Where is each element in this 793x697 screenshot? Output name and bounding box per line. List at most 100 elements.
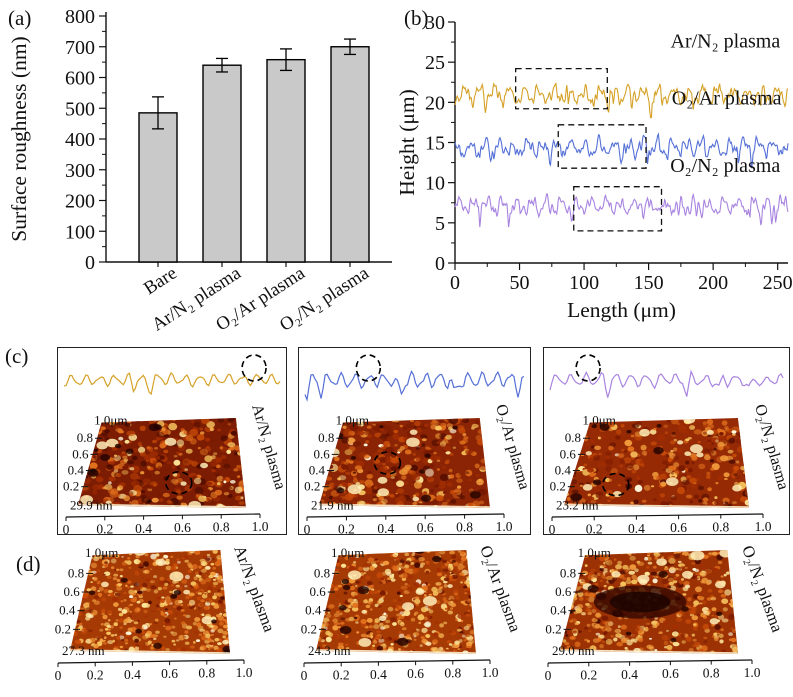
svg-text:0: 0	[55, 668, 62, 683]
afm-3d-surface	[564, 418, 749, 508]
afm-panel-d-2: 1.0μm 0.8 0.6 0.4 0.2 24.3 nm 0 0.2 0.4 0.6 0.8 1.0…	[286, 536, 526, 696]
b-tick-labels: 0 5 10 15 20 25 30 0 50 100 150 200 250	[425, 12, 793, 294]
svg-text:1.0μm: 1.0μm	[578, 545, 611, 560]
b-axes	[448, 21, 788, 270]
svg-text:200: 200	[65, 191, 95, 213]
a-y-tick-labels: 0 100 200 300 400 500 600 700 800	[65, 6, 95, 274]
afm-x-axis	[65, 513, 261, 518]
svg-text:0: 0	[301, 668, 308, 683]
b-series-label: Ar/N₂ plasma	[671, 31, 781, 53]
svg-text:0.4: 0.4	[124, 667, 141, 682]
svg-text:0.2: 0.2	[545, 621, 561, 636]
svg-text:0: 0	[545, 668, 552, 683]
b-x-axis-title: Length (μm)	[567, 298, 676, 322]
svg-text:0.6: 0.6	[662, 666, 679, 681]
afm-plasma-label: Ar/N₂ plasma	[230, 543, 279, 635]
profile-dashed-circle	[575, 354, 601, 382]
svg-text:0.4: 0.4	[628, 521, 645, 534]
svg-text:0.6: 0.6	[670, 520, 687, 534]
afm-plasma-label: O₂/Ar plasma	[492, 402, 530, 491]
svg-text:0: 0	[63, 522, 70, 534]
svg-text:0.2: 0.2	[301, 621, 317, 636]
svg-text:200: 200	[698, 272, 728, 294]
svg-text:0.4: 0.4	[555, 463, 572, 478]
svg-text:0.2: 0.2	[96, 521, 113, 534]
svg-text:0.4: 0.4	[370, 667, 387, 682]
svg-text:0.8: 0.8	[712, 520, 729, 534]
svg-text:0.6: 0.6	[313, 446, 330, 461]
bar-0	[138, 112, 178, 263]
afm-zscale-label: 29.9 nm	[70, 497, 113, 512]
svg-text:20: 20	[425, 92, 445, 114]
svg-text:0.8: 0.8	[560, 565, 576, 580]
svg-text:1.0μm: 1.0μm	[94, 413, 127, 428]
b-dashed-box	[515, 67, 608, 110]
svg-text:10: 10	[425, 173, 445, 195]
svg-text:1.0: 1.0	[236, 665, 253, 680]
svg-text:0.8: 0.8	[77, 430, 93, 445]
svg-text:300: 300	[65, 160, 95, 182]
afm-panel-d-3: 1.0μm 0.8 0.6 0.4 0.2 29.0 nm 0 0.2 0.4 0.6 0.8 1.0…	[530, 536, 788, 696]
svg-text:1.0μm: 1.0μm	[583, 413, 616, 428]
svg-text:0.4: 0.4	[309, 463, 326, 478]
svg-text:25: 25	[425, 52, 445, 74]
b-trace	[454, 81, 789, 119]
svg-text:1.0μm: 1.0μm	[331, 545, 364, 560]
afm-zscale-label: 23.2 nm	[556, 497, 599, 512]
svg-text:0: 0	[450, 272, 460, 294]
svg-text:0.2: 0.2	[87, 667, 104, 682]
svg-text:1.0μm: 1.0μm	[85, 545, 118, 560]
svg-text:100: 100	[65, 221, 95, 243]
panel-letter-d: (d)	[16, 552, 41, 576]
svg-text:800: 800	[65, 6, 95, 28]
svg-text:700: 700	[65, 37, 95, 59]
afm-dashed-circle	[373, 451, 402, 475]
surface-roughness-bar-chart: 0 100 200 300 400 500 600 700 800 Surface roughne…	[7, 6, 392, 336]
profile-dashed-circle	[241, 354, 267, 382]
b-series-label: O₂/Ar plasma	[672, 88, 782, 110]
height-profile-line	[304, 369, 525, 403]
svg-text:0.6: 0.6	[72, 446, 89, 461]
b-y-axis-title: Height (μm)	[398, 89, 419, 195]
afm-panel-c-1: 1.0μm 0.8 0.6 0.4 0.2 29.9 nm 0 0.2 0.4 0.6 0.8 1.0…	[57, 347, 289, 538]
svg-text:0.4: 0.4	[59, 603, 76, 618]
afm-zscale-label: 29.0 nm	[552, 643, 595, 658]
svg-text:500: 500	[65, 98, 95, 120]
bar-1	[202, 64, 242, 263]
afm-zscale-label: 27.3 nm	[62, 643, 105, 658]
svg-text:30: 30	[425, 12, 445, 34]
afm-3d-surface	[70, 550, 230, 654]
svg-text:15: 15	[425, 133, 445, 155]
svg-text:0.6: 0.6	[310, 584, 327, 599]
svg-text:0.8: 0.8	[198, 666, 215, 681]
afm-zscale-label: 21.9 nm	[311, 497, 354, 512]
afm-3d-surface	[560, 550, 738, 654]
svg-text:0.2: 0.2	[338, 521, 355, 534]
afm-panel-c-2: 1.0μm 0.8 0.6 0.4 0.2 21.9 nm 0 0.2 0.4 0.6 0.8 1.0…	[298, 347, 533, 538]
afm-x-axis	[303, 659, 491, 664]
a-x-category-label: Bare	[141, 263, 181, 299]
svg-text:0.2: 0.2	[580, 667, 597, 682]
b-trace	[454, 132, 789, 169]
svg-text:0.6: 0.6	[161, 666, 178, 681]
bar-2	[266, 58, 306, 263]
afm-3d-surface	[316, 550, 476, 654]
svg-text:250: 250	[763, 272, 793, 294]
svg-text:0.4: 0.4	[621, 667, 638, 682]
svg-text:0.8: 0.8	[444, 666, 461, 681]
svg-text:400: 400	[65, 129, 95, 151]
b-trace	[454, 192, 789, 228]
svg-text:0.6: 0.6	[560, 446, 577, 461]
afm-dashed-circle	[602, 472, 630, 497]
svg-text:0.2: 0.2	[55, 621, 71, 636]
